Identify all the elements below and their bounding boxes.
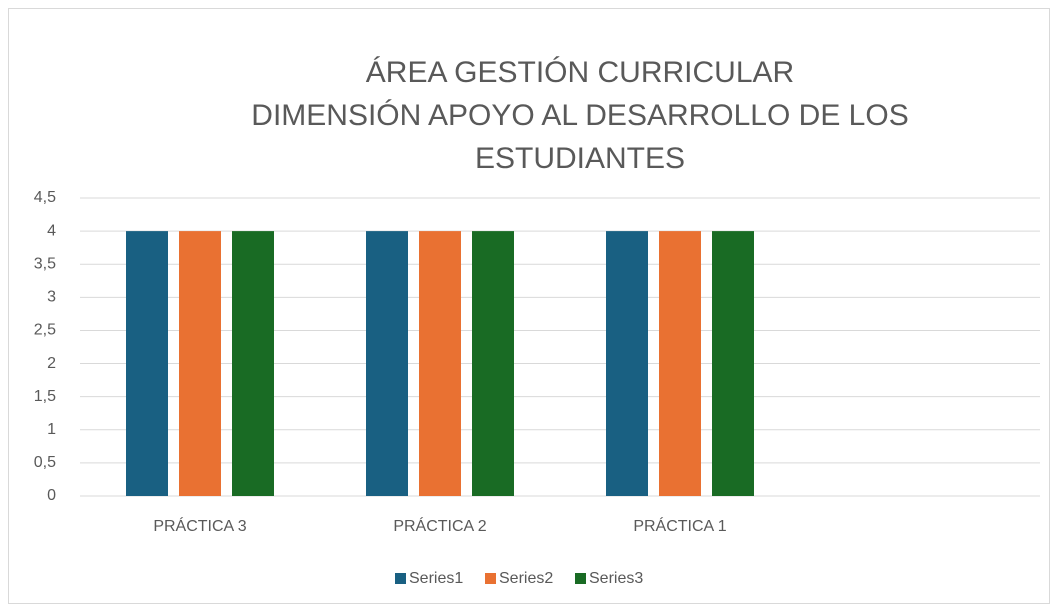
x-tick-label: PRÁCTICA 1 — [633, 516, 726, 535]
y-tick-label: 1,5 — [34, 388, 56, 405]
y-tick-label: 4,5 — [34, 189, 56, 206]
bar — [232, 231, 274, 496]
bar — [472, 231, 514, 496]
chart-title: DIMENSIÓN APOYO AL DESARROLLO DE LOS — [251, 99, 908, 132]
legend-label: Series1 — [409, 570, 463, 587]
y-tick-label: 0 — [47, 487, 56, 504]
y-tick-label: 2 — [47, 355, 56, 372]
bar — [179, 231, 221, 496]
legend-label: Series2 — [499, 570, 553, 587]
y-tick-label: 2,5 — [34, 322, 56, 339]
bar — [712, 231, 754, 496]
legend-label: Series3 — [589, 570, 643, 587]
bar — [659, 231, 701, 496]
y-tick-label: 0,5 — [34, 454, 56, 471]
y-tick-label: 1 — [47, 421, 56, 438]
y-tick-label: 3,5 — [34, 255, 56, 272]
legend-swatch — [485, 573, 496, 584]
y-tick-label: 3 — [47, 289, 56, 306]
chart-title: ESTUDIANTES — [475, 142, 685, 175]
y-tick-label: 4 — [47, 222, 56, 239]
bar — [606, 231, 648, 496]
bar — [366, 231, 408, 496]
bar — [126, 231, 168, 496]
x-tick-label: PRÁCTICA 2 — [393, 516, 486, 535]
x-tick-label: PRÁCTICA 3 — [153, 516, 246, 535]
legend-swatch — [395, 573, 406, 584]
chart-title: ÁREA GESTIÓN CURRICULAR — [366, 56, 794, 89]
legend-swatch — [575, 573, 586, 584]
bar — [419, 231, 461, 496]
